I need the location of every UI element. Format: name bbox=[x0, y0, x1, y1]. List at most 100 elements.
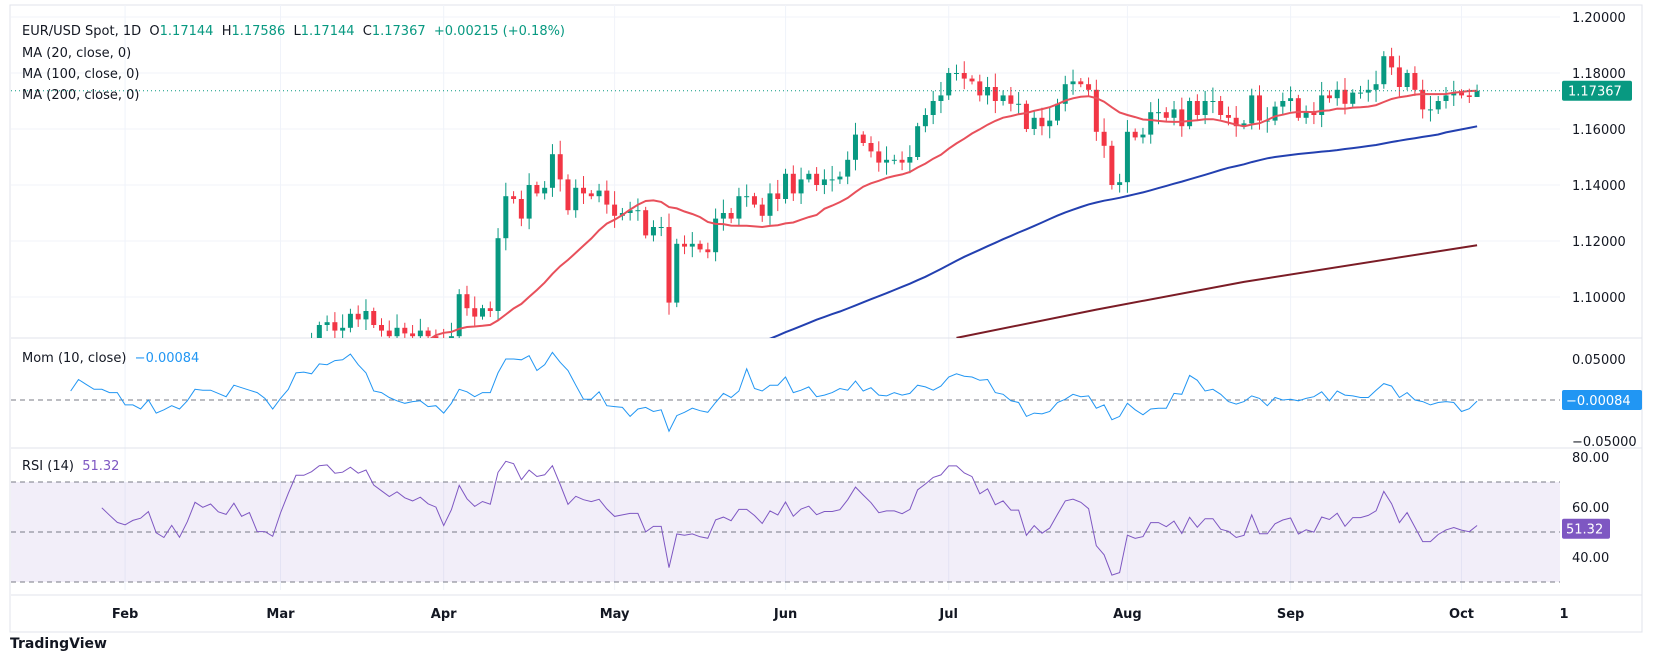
candle-body bbox=[1358, 92, 1364, 94]
rsi-legend-value: 51.32 bbox=[82, 459, 120, 474]
candle bbox=[915, 122, 921, 161]
candle-body bbox=[1156, 112, 1161, 114]
candle bbox=[930, 90, 936, 125]
candle-body bbox=[573, 187, 579, 211]
candle-body bbox=[355, 313, 361, 320]
candle bbox=[1031, 111, 1037, 136]
candle bbox=[511, 191, 517, 204]
candle bbox=[1326, 90, 1332, 103]
time-tick-label: Feb bbox=[112, 607, 138, 622]
candle-body bbox=[1451, 92, 1457, 96]
candle bbox=[1295, 94, 1301, 121]
time-tick-label: Jul bbox=[938, 607, 958, 622]
candle bbox=[922, 108, 928, 133]
candle bbox=[433, 329, 439, 338]
candle-body bbox=[728, 213, 734, 219]
candle-body bbox=[1093, 89, 1099, 132]
candle-body bbox=[1008, 95, 1014, 104]
candle bbox=[627, 201, 633, 221]
candle bbox=[1373, 70, 1379, 102]
candle bbox=[386, 320, 392, 338]
candle-body bbox=[1373, 84, 1379, 90]
candle bbox=[643, 206, 649, 239]
candle-body bbox=[938, 95, 944, 101]
candle-body bbox=[1381, 56, 1387, 85]
candle-body bbox=[130, 473, 135, 479]
candle-body bbox=[1334, 89, 1340, 99]
ma200-legend[interactable]: MA (200, close, 0) bbox=[22, 88, 140, 103]
candle-body bbox=[262, 465, 267, 466]
candle-body bbox=[433, 336, 439, 338]
candle-body bbox=[1101, 131, 1107, 146]
symbol-title: EUR/USD Spot, 1D bbox=[22, 24, 142, 39]
candle-body bbox=[402, 327, 408, 334]
candle-body bbox=[1194, 101, 1200, 115]
candle bbox=[814, 167, 820, 192]
candle-body bbox=[1389, 56, 1395, 68]
candle bbox=[138, 462, 143, 481]
candle-body bbox=[480, 308, 486, 317]
candle bbox=[1023, 100, 1029, 133]
candle-body bbox=[1218, 101, 1224, 115]
tradingview-logo[interactable]: TradingView bbox=[10, 636, 107, 652]
mom-legend[interactable]: Mom (10, close) −0.00084 bbox=[22, 351, 200, 366]
candle bbox=[542, 181, 548, 200]
candle bbox=[410, 325, 416, 338]
candle bbox=[286, 390, 291, 452]
mom-line bbox=[70, 351, 1478, 433]
candle bbox=[1334, 81, 1340, 106]
candle bbox=[340, 314, 346, 338]
ma100-legend[interactable]: MA (100, close, 0) bbox=[22, 67, 140, 82]
candle-body bbox=[682, 243, 688, 247]
candle-body bbox=[1288, 98, 1294, 101]
candle bbox=[1358, 85, 1364, 99]
candle-body bbox=[1427, 109, 1433, 111]
candle-body bbox=[767, 193, 773, 216]
candle bbox=[1288, 86, 1294, 112]
candle bbox=[1350, 89, 1356, 107]
candle-body bbox=[239, 434, 244, 448]
candle-body bbox=[1443, 95, 1449, 101]
candle-body bbox=[1202, 101, 1208, 115]
candle bbox=[193, 431, 198, 478]
candle-body bbox=[1016, 103, 1022, 105]
candle-body bbox=[992, 87, 998, 101]
candle bbox=[588, 190, 594, 200]
candle bbox=[402, 322, 408, 338]
candle-body bbox=[138, 471, 143, 474]
candle bbox=[798, 167, 804, 204]
candle bbox=[1187, 97, 1193, 130]
candle bbox=[1163, 107, 1169, 123]
candle-body bbox=[666, 227, 672, 303]
candle bbox=[852, 122, 858, 171]
ma20-legend[interactable]: MA (20, close, 0) bbox=[22, 46, 132, 61]
candle-body bbox=[1148, 112, 1154, 135]
rsi-tick-label: 80.00 bbox=[1572, 451, 1609, 466]
candle bbox=[1218, 95, 1224, 120]
candle bbox=[1443, 87, 1449, 109]
price-tick-label: 1.16000 bbox=[1572, 123, 1626, 138]
candle bbox=[1280, 92, 1286, 115]
candle bbox=[301, 347, 306, 363]
candle-body bbox=[363, 311, 369, 320]
candle bbox=[744, 184, 750, 207]
candle-body bbox=[1225, 115, 1231, 118]
candle-body bbox=[1210, 101, 1216, 102]
candle bbox=[1000, 90, 1006, 106]
candle-body bbox=[744, 196, 750, 198]
rsi-legend[interactable]: RSI (14) 51.32 bbox=[22, 459, 120, 474]
price-tick-label: 1.10000 bbox=[1572, 291, 1626, 306]
candle-body bbox=[1078, 81, 1084, 85]
candle bbox=[1381, 51, 1387, 89]
candle bbox=[294, 351, 299, 408]
chart-frame bbox=[9, 4, 1643, 633]
candle bbox=[1365, 79, 1371, 102]
candle-body bbox=[1326, 95, 1332, 99]
candle bbox=[0, 486, 3, 516]
candle-body bbox=[1109, 145, 1115, 185]
candle-body bbox=[845, 159, 851, 177]
candle-body bbox=[1062, 84, 1068, 104]
candle bbox=[224, 438, 229, 460]
candle bbox=[1109, 140, 1115, 190]
